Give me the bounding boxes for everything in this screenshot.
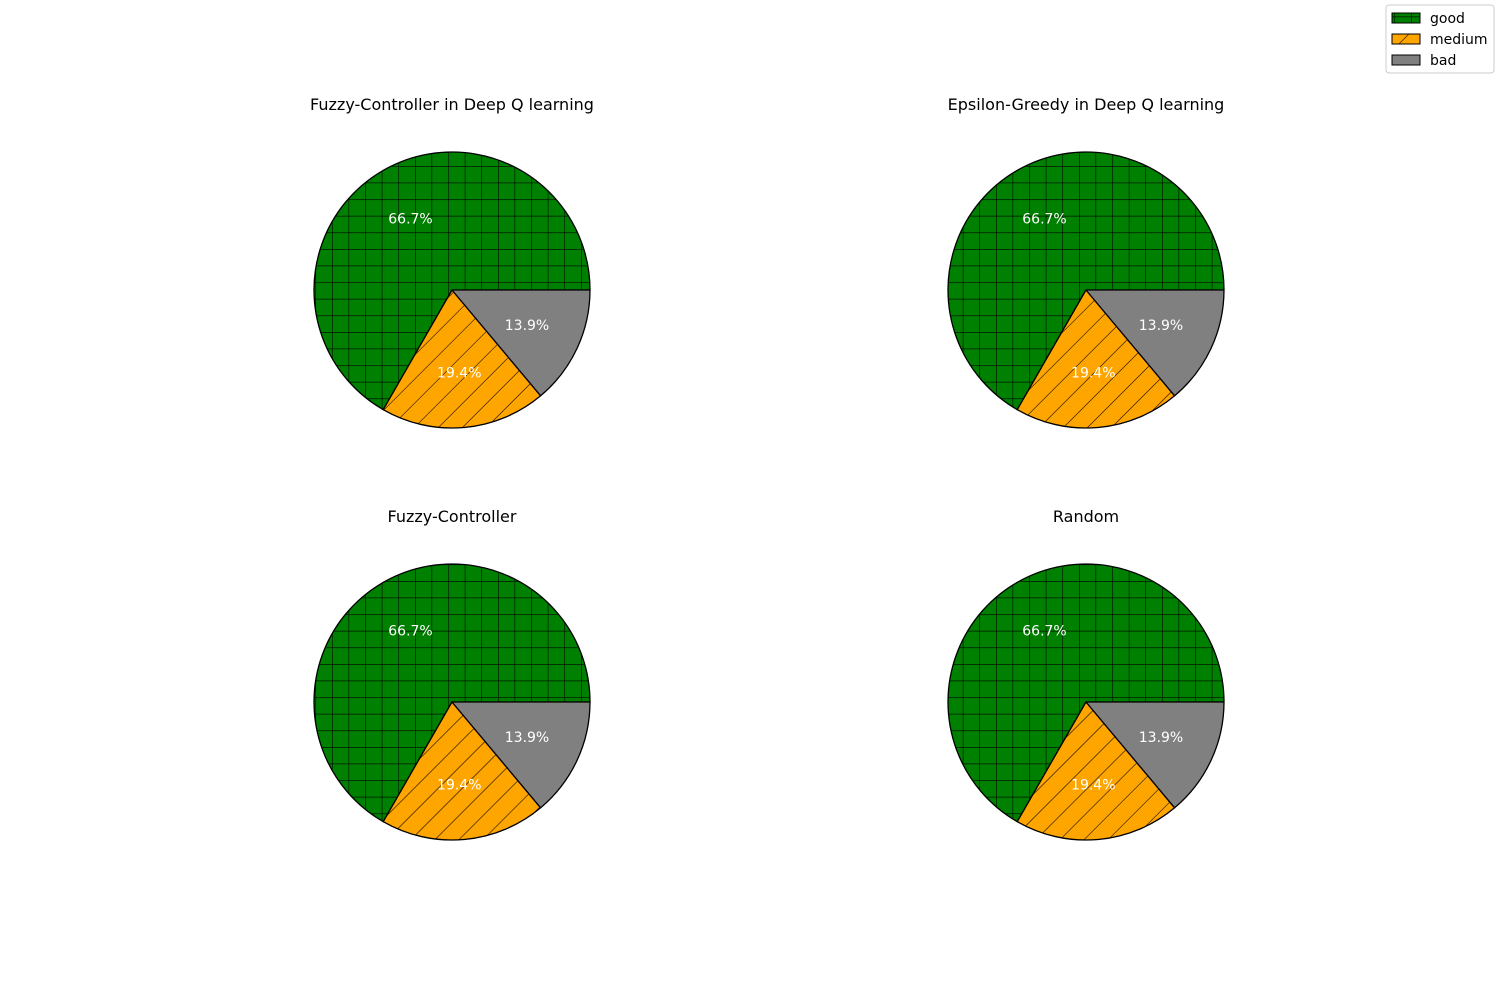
legend-swatch xyxy=(1391,54,1421,66)
legend-label: good xyxy=(1430,11,1465,27)
pie-chart-1: Fuzzy-Controller in Deep Q learning 66.7%… xyxy=(310,95,594,429)
pie-slice-value-label: 66.7% xyxy=(388,623,432,639)
pie-slice-medium xyxy=(382,289,542,429)
pie-chart-title: Random xyxy=(1053,507,1119,526)
pie-chart-title: Fuzzy-Controller in Deep Q learning xyxy=(310,95,594,114)
pie-slice-value-label: 66.7% xyxy=(1022,211,1066,227)
pie-slice-good xyxy=(947,563,1225,823)
pie-slice-value-label: 66.7% xyxy=(388,211,432,227)
pie-slice-good xyxy=(313,563,591,823)
pie-slice-value-label: 19.4% xyxy=(1071,366,1115,382)
legend-swatch xyxy=(1391,33,1421,45)
pie-slice-value-label: 19.4% xyxy=(1071,778,1115,794)
charts-layer: Fuzzy-Controller in Deep Q learning 66.7%… xyxy=(310,95,1225,841)
pie-slice-good xyxy=(313,151,591,411)
pie-slice-bad xyxy=(1085,701,1225,809)
legend-label: medium xyxy=(1430,32,1488,48)
legend: good medium bad xyxy=(1385,4,1495,74)
pie-slice-value-label: 19.4% xyxy=(437,778,481,794)
pie-slice-good xyxy=(947,151,1225,411)
pie-slice-value-label: 13.9% xyxy=(505,730,549,746)
pie-slice-bad xyxy=(451,289,591,397)
pie-chart-3: Fuzzy-Controller 66.7% 19.4% 13.9% xyxy=(313,507,591,841)
pie-chart-2: Epsilon-Greedy in Deep Q learning 66.7% 19… xyxy=(947,95,1225,429)
pie-slice-value-label: 13.9% xyxy=(1139,730,1183,746)
pie-slice-value-label: 13.9% xyxy=(505,318,549,334)
pie-slice-medium xyxy=(1016,701,1176,841)
pie-slice-medium xyxy=(1016,289,1176,429)
pie-slice-bad xyxy=(1085,289,1225,397)
legend-label: bad xyxy=(1430,53,1456,69)
legend-item-medium: medium xyxy=(1391,32,1488,48)
pie-slice-bad xyxy=(451,701,591,809)
pie-chart-title: Fuzzy-Controller xyxy=(388,507,517,526)
pie-slice-value-label: 66.7% xyxy=(1022,623,1066,639)
pie-chart-title: Epsilon-Greedy in Deep Q learning xyxy=(948,95,1225,114)
legend-item-good: good xyxy=(1391,11,1465,27)
pie-slice-value-label: 13.9% xyxy=(1139,318,1183,334)
pie-slice-value-label: 19.4% xyxy=(437,366,481,382)
legend-item-bad: bad xyxy=(1391,53,1456,69)
pie-chart-4: Random 66.7% 19.4% 13.9% xyxy=(947,507,1225,841)
legend-swatch xyxy=(1391,12,1421,24)
pie-slice-medium xyxy=(382,701,542,841)
